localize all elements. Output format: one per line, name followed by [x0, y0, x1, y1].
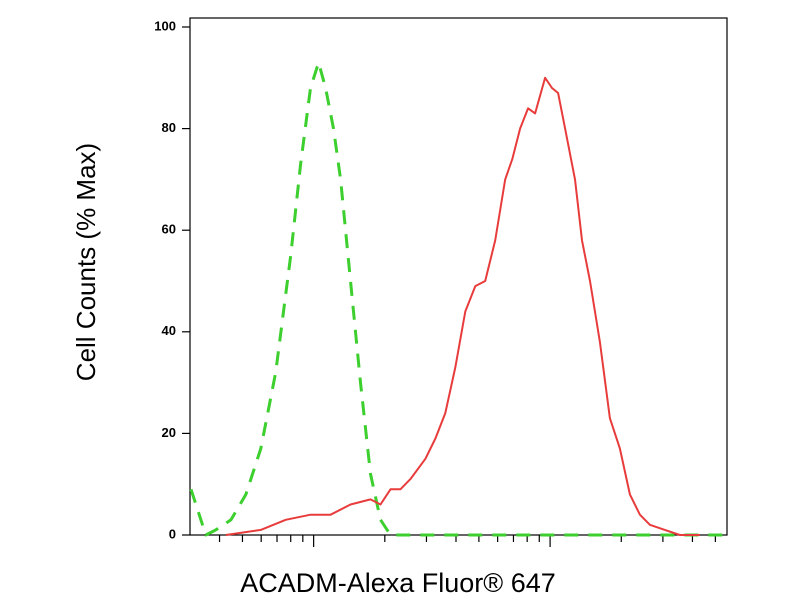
x-axis-label: ACADM-Alexa Fluor® 647 — [240, 568, 556, 598]
y-tick-label: 20 — [162, 425, 176, 440]
y-axis-label: Cell Counts (% Max) — [71, 143, 101, 381]
y-tick-label: 0 — [169, 526, 176, 541]
y-tick-label: 100 — [154, 18, 176, 33]
histogram-line — [189, 61, 727, 537]
y-tick-label: 80 — [162, 120, 176, 135]
histogram-line — [225, 76, 700, 536]
y-tick-label: 60 — [162, 222, 176, 237]
y-tick-label: 40 — [162, 323, 176, 338]
plot-frame — [189, 17, 728, 536]
